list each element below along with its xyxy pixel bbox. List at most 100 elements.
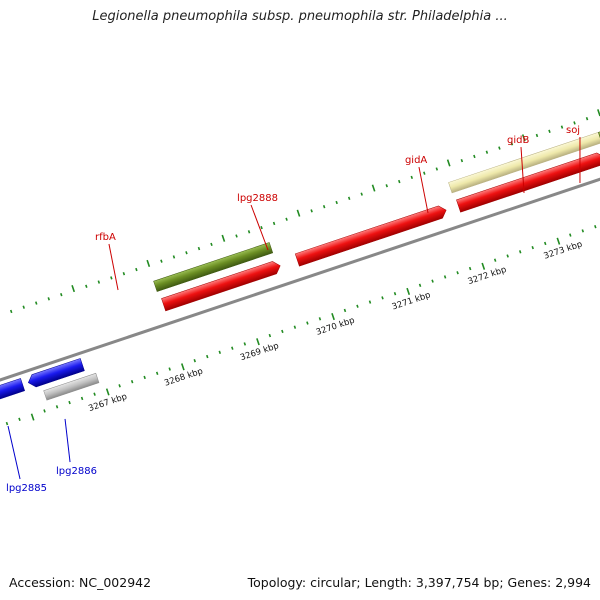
scale-tick	[331, 312, 335, 321]
scale-tick	[468, 266, 472, 271]
scale-tick	[560, 125, 564, 129]
scale-tick	[360, 192, 363, 196]
scale-tick	[485, 150, 489, 154]
scale-tick	[531, 245, 534, 250]
scale-tick	[335, 200, 338, 205]
scale-tick	[256, 338, 260, 346]
scale-tick	[556, 237, 561, 245]
gene-label-rfbA[interactable]: rfbA	[95, 232, 116, 243]
scale-tick	[573, 121, 576, 125]
kbp-label: 3270 kbp	[315, 316, 356, 338]
scale-tick	[281, 329, 284, 334]
scale-tick	[506, 254, 509, 258]
scale-tick	[260, 225, 263, 230]
scale-tick	[155, 371, 159, 375]
gene-label-leader	[418, 166, 429, 214]
scale-tick	[544, 241, 547, 246]
scale-tick	[97, 280, 101, 284]
gene-label-leader	[108, 243, 119, 291]
scale-tick	[368, 300, 372, 304]
scale-tick	[306, 321, 309, 325]
scale-tick	[443, 275, 447, 279]
scale-tick	[60, 292, 63, 297]
scale-tick	[343, 308, 347, 313]
gene-label-gidA[interactable]: gidA	[405, 155, 427, 166]
kbp-label: 3267 kbp	[87, 392, 128, 414]
scale-tick	[197, 246, 201, 251]
lower-tick-track	[5, 225, 597, 426]
scale-tick	[135, 267, 138, 272]
scale-tick	[43, 409, 46, 413]
scale-tick	[446, 159, 451, 167]
scale-tick	[218, 350, 222, 355]
scale-tick	[160, 259, 163, 263]
scale-tick	[296, 209, 301, 217]
scale-tick	[18, 417, 21, 422]
gene-label-soj[interactable]: soj	[566, 125, 580, 136]
scale-tick	[418, 283, 422, 287]
scale-tick	[243, 342, 247, 346]
scale-tick	[594, 225, 597, 229]
cds-arrow-gidA	[456, 152, 600, 213]
gene-labels: lpg2885 lpg2886 rfbA lpg2888 gidA gidB soj	[6, 125, 581, 494]
scale-tick	[398, 179, 401, 184]
scale-tick	[143, 375, 146, 380]
scale-tick	[180, 363, 185, 371]
scale-tick	[68, 400, 71, 405]
scale-tick	[385, 184, 388, 188]
scale-tick	[423, 171, 426, 175]
map-title: Legionella pneumophila subsp. pneumophil…	[92, 9, 508, 24]
scale-tick	[185, 251, 188, 255]
cds-arrow-lpg2886	[27, 358, 85, 388]
scale-tick	[548, 129, 551, 133]
scale-tick	[356, 304, 359, 308]
scale-tick	[110, 276, 113, 280]
scale-tick	[318, 317, 322, 321]
scale-tick	[80, 396, 84, 401]
scale-tick	[347, 196, 351, 200]
backbone	[0, 156, 600, 401]
scale-tick	[381, 296, 384, 300]
gene-label-lpg2886[interactable]: lpg2886	[56, 466, 97, 477]
gene-label-leader	[520, 147, 525, 193]
scale-tick	[493, 258, 497, 262]
scale-tick	[481, 262, 486, 270]
gene-label-lpg2888[interactable]: lpg2888	[237, 193, 278, 204]
scale-tick	[268, 333, 272, 338]
scale-tick	[393, 292, 397, 296]
scale-tick	[473, 154, 476, 159]
gene-label-gidB[interactable]: gidB	[507, 135, 529, 146]
scale-tick	[521, 134, 526, 142]
gene-label-leader	[7, 425, 21, 480]
scale-tick	[235, 234, 238, 238]
scale-tick	[231, 346, 234, 350]
feature-gray-1	[43, 372, 100, 401]
cds-arrow-lpg2888	[294, 205, 447, 267]
scale-tick	[168, 367, 171, 371]
scale-tick	[431, 279, 434, 283]
scale-tick	[130, 379, 134, 384]
scale-tick	[410, 175, 414, 180]
scale-tick	[585, 117, 589, 121]
scale-tick	[22, 305, 25, 309]
scale-tick	[569, 233, 572, 237]
scale-tick	[35, 301, 38, 305]
upper-tick-track	[9, 109, 600, 314]
scale-tick	[47, 297, 50, 301]
scale-tick	[105, 388, 110, 396]
kbp-label: 3272 kbp	[467, 265, 508, 287]
scale-tick	[581, 229, 585, 233]
scale-tick	[406, 287, 411, 295]
gene-label-lpg2885[interactable]: lpg2885	[6, 483, 47, 494]
scale-tick	[322, 205, 326, 209]
scale-tick	[122, 272, 126, 276]
scale-tick	[310, 209, 313, 213]
scale-tick	[5, 421, 9, 426]
scale-tick	[85, 284, 88, 288]
scale-tick	[535, 133, 539, 138]
gene-label-leader	[250, 204, 269, 251]
scale-tick	[30, 413, 35, 421]
scale-tick	[118, 384, 121, 388]
scale-tick	[371, 184, 376, 192]
